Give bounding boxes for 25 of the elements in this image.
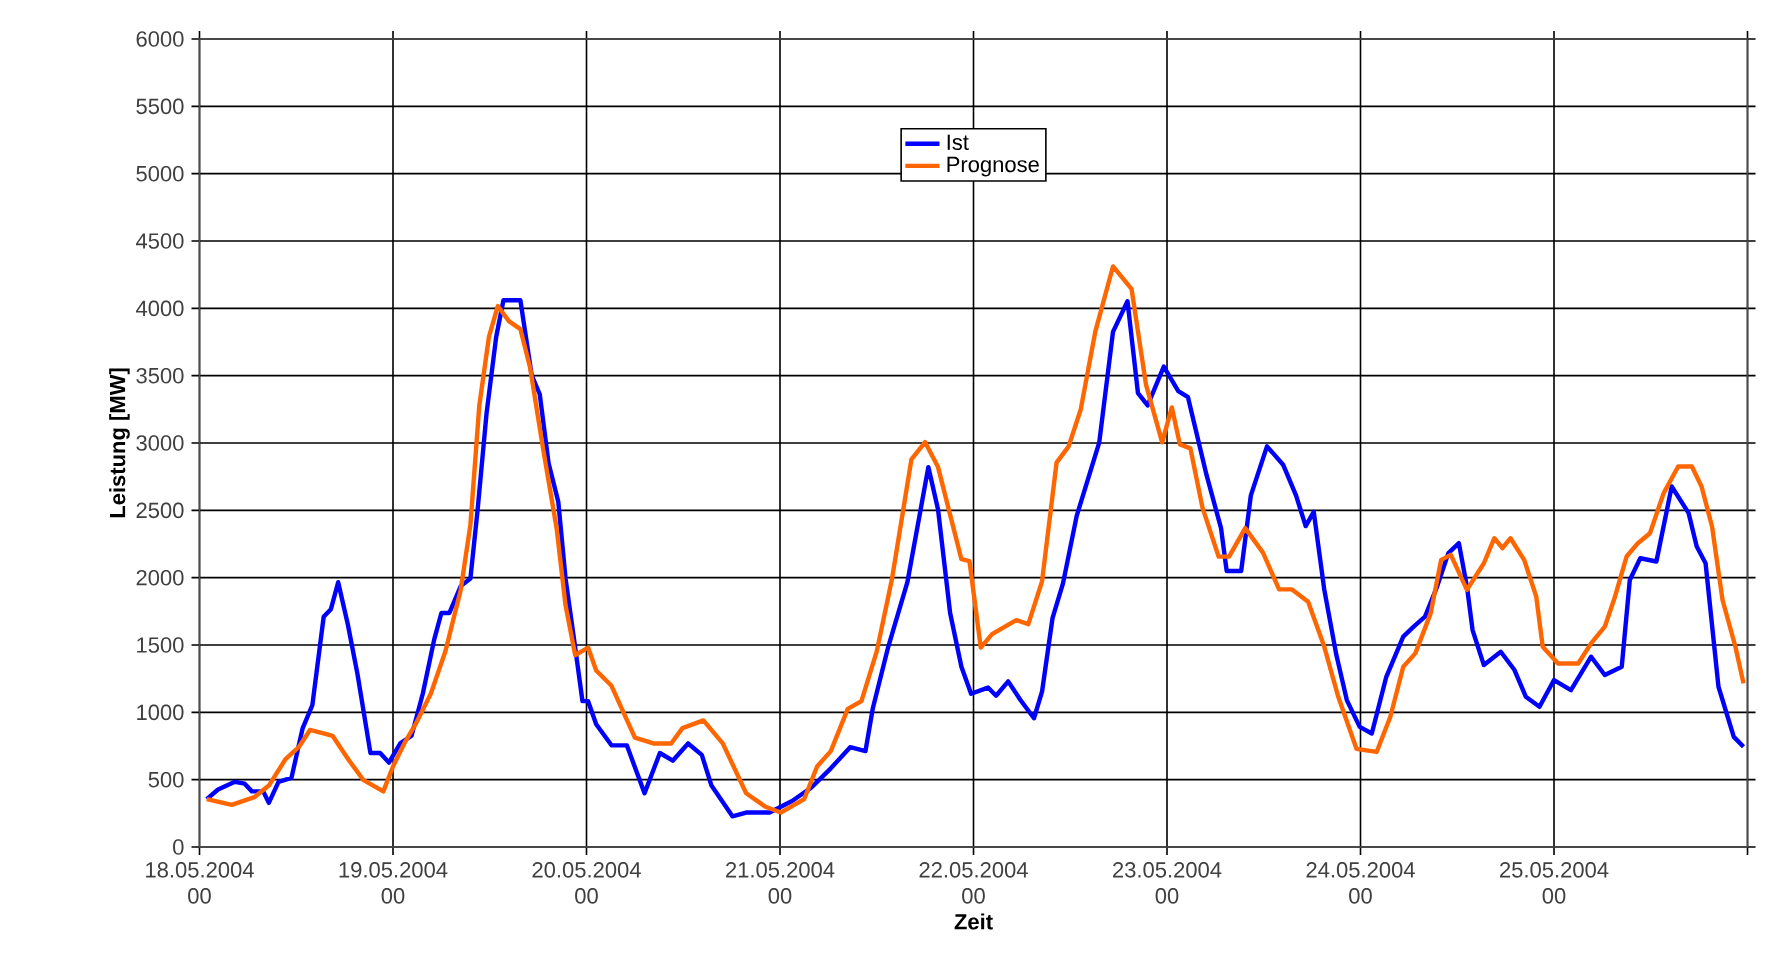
x-tick-label: 18.05.2004 00 (146, 862, 254, 904)
x-axis-title: Zeit (954, 913, 993, 930)
x-tick-label: 24.05.2004 00 (1306, 862, 1415, 904)
x-tick-label: 21.05.2004 00 (726, 862, 835, 904)
y-tick-label: 500 (148, 771, 184, 788)
y-tick-label: 2000 (136, 569, 184, 586)
y-tick-label: 2500 (136, 502, 184, 519)
legend-label: Ist (947, 134, 969, 151)
y-tick-label: 4500 (136, 233, 184, 249)
x-tick-label: 23.05.2004 00 (1113, 862, 1222, 904)
y-tick-label: 1000 (137, 704, 184, 721)
y-tick-label: 3500 (136, 367, 184, 384)
x-tick-label: 20.05.2004 00 (532, 862, 641, 904)
x-tick-label: 19.05.2004 00 (339, 862, 448, 904)
x-tick-label: 25.05.2004 00 (1500, 862, 1609, 904)
y-tick-label: 6000 (136, 31, 184, 47)
y-axis-title: Leistung [MW] (109, 368, 130, 518)
legend-label: Prognose (947, 156, 1039, 177)
x-tick-label: 22.05.2004 00 (919, 862, 1028, 904)
y-tick-label: 4000 (136, 300, 184, 317)
y-tick-label: 1500 (137, 637, 184, 653)
y-tick-label: 0 (173, 839, 184, 855)
y-tick-label: 5000 (136, 165, 184, 182)
y-tick-label: 5500 (136, 98, 184, 115)
y-tick-label: 3000 (136, 435, 184, 451)
